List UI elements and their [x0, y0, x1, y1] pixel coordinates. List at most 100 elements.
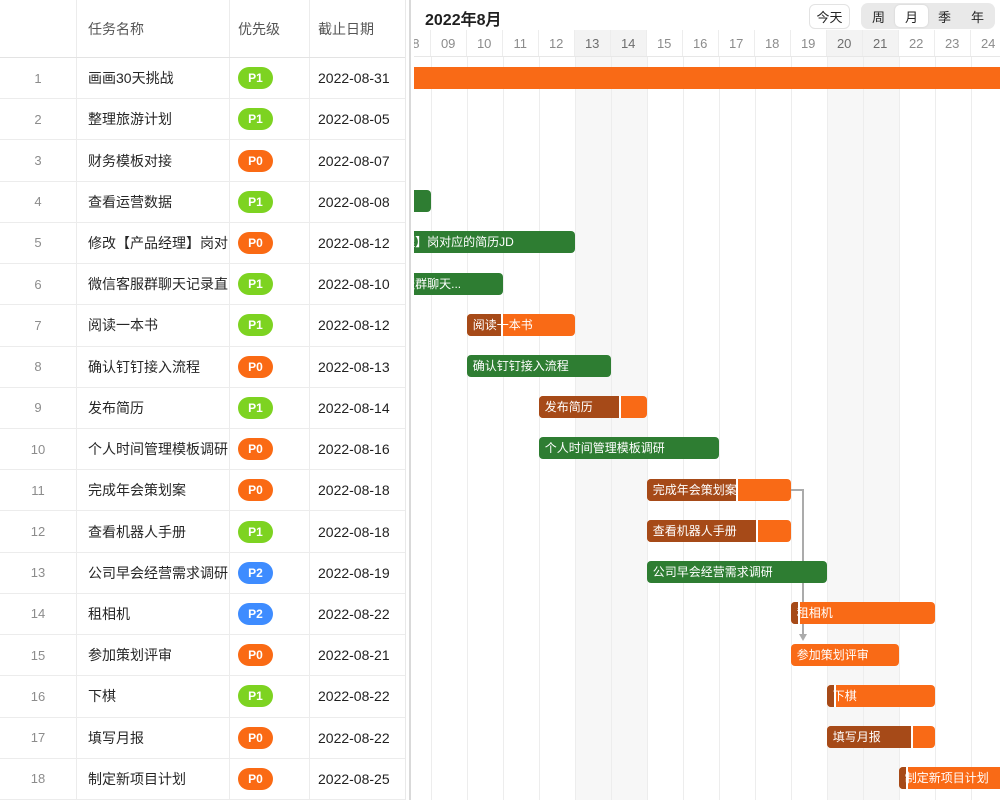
due-date: 2022-08-18: [318, 523, 390, 540]
task-name: 查看机器人手册: [77, 511, 230, 552]
gantt-bar[interactable]: 租相机: [790, 602, 935, 625]
row-number: 18: [0, 758, 77, 799]
gantt-bar[interactable]: 确认钉钉接入流程: [466, 355, 611, 378]
month-title: 2022年8月: [425, 12, 502, 29]
table-row[interactable]: 18 制定新项目计划 P0 2022-08-25: [0, 758, 405, 800]
gantt-bar[interactable]: 查看机器人手册: [646, 519, 791, 542]
day-gridline: [646, 57, 648, 800]
row-number: 4: [0, 181, 77, 222]
day-gridline: [466, 57, 468, 800]
table-row[interactable]: 7 阅读一本书 P1 2022-08-12: [0, 305, 405, 347]
gantt-bar[interactable]: 参加策划评审: [790, 643, 899, 666]
task-name: 整理旅游计划: [77, 99, 230, 140]
bar-label: 租相机: [796, 606, 833, 621]
priority-cell: P0: [230, 470, 310, 511]
bar-label: 查看机器人手册: [652, 523, 737, 538]
table-row[interactable]: 8 确认钉钉接入流程 P0 2022-08-13: [0, 346, 405, 388]
table-row[interactable]: 13 公司早会经营需求调研 P2 2022-08-19: [0, 552, 405, 594]
due-date: 2022-08-22: [318, 605, 390, 622]
table-row[interactable]: 6 微信客服群聊天记录直 P1 2022-08-10: [0, 264, 405, 306]
task-name: 发布简历: [77, 387, 230, 428]
day-header-cell: 08: [414, 30, 431, 56]
priority-cell: P0: [230, 140, 310, 181]
gantt-bar[interactable]: 公司早会经营需求调研: [646, 561, 827, 584]
due-date: 2022-08-07: [318, 152, 390, 169]
priority-cell: P2: [230, 593, 310, 635]
priority-badge: P0: [238, 767, 273, 790]
due-date: 2022-08-12: [318, 317, 390, 334]
gantt-bar[interactable]: 完成年会策划案: [646, 478, 791, 501]
day-header-cell: 24: [971, 30, 1000, 56]
due-date: 2022-08-22: [318, 729, 390, 746]
priority-badge: P0: [238, 149, 273, 172]
task-name: 画画30天挑战: [77, 58, 230, 99]
gantt-bar[interactable]: [414, 66, 1000, 89]
priority-badge: P1: [238, 685, 273, 708]
table-row[interactable]: 15 参加策划评审 P0 2022-08-21: [0, 635, 405, 677]
day-header-cell: 20: [826, 30, 863, 56]
due-date: 2022-08-10: [318, 276, 390, 293]
priority-cell: P1: [230, 387, 310, 428]
row-number: 2: [0, 99, 77, 140]
table-row[interactable]: 3 财务模板对接 P0 2022-08-07: [0, 140, 405, 182]
gantt-bar[interactable]: 个人时间管理模板调研: [538, 437, 719, 460]
due-date: 2022-08-12: [318, 234, 390, 251]
gantt-bar[interactable]: [414, 190, 431, 213]
row-number: 1: [0, 58, 77, 99]
row-number: 12: [0, 511, 77, 552]
day-gridline: [502, 57, 504, 800]
table-row[interactable]: 14 租相机 P2 2022-08-22: [0, 593, 405, 636]
day-header-cell: 22: [899, 30, 935, 56]
panel-divider[interactable]: [409, 0, 411, 800]
table-row[interactable]: 10 个人时间管理模板调研 P0 2022-08-16: [0, 428, 405, 471]
bar-elapsed-segment: [646, 519, 759, 542]
table-row[interactable]: 1 画画30天挑战 P1 2022-08-31: [0, 58, 405, 100]
bar-label: 制定新项目计划: [904, 771, 989, 786]
priority-badge: P1: [238, 190, 273, 213]
table-row[interactable]: 4 查看运营数据 P1 2022-08-08: [0, 181, 405, 223]
table-row[interactable]: 5 修改【产品经理】岗对 P0 2022-08-12: [0, 222, 405, 265]
view-tab-月[interactable]: 月: [895, 5, 928, 27]
priority-cell: P0: [230, 635, 310, 676]
table-row[interactable]: 11 完成年会策划案 P0 2022-08-18: [0, 470, 405, 512]
bar-label: 发布简历: [544, 400, 593, 415]
priority-badge: P0: [238, 438, 273, 461]
task-name: 阅读一本书: [77, 305, 230, 346]
task-name: 微信客服群聊天记录直: [77, 264, 230, 305]
task-name: 个人时间管理模板调研: [77, 428, 230, 470]
today-button[interactable]: 今天: [809, 4, 850, 29]
gantt-bar[interactable]: 发布简历: [538, 396, 647, 419]
day-gridline: [610, 57, 612, 800]
table-row[interactable]: 12 查看机器人手册 P1 2022-08-18: [0, 511, 405, 553]
view-tab-年[interactable]: 年: [970, 9, 984, 25]
view-tab-周[interactable]: 周: [871, 9, 885, 25]
gantt-bar[interactable]: 品经理】岗对应的简历JD: [414, 231, 575, 254]
table-row[interactable]: 17 填写月报 P0 2022-08-22: [0, 717, 405, 759]
day-gridline: [862, 57, 864, 800]
bar-label: 下棋: [832, 688, 857, 703]
gantt-bar[interactable]: 阅读一本书: [466, 313, 575, 336]
day-header-cell: 21: [862, 30, 899, 56]
table-row[interactable]: 16 下棋 P1 2022-08-22: [0, 676, 405, 718]
gantt-bar[interactable]: 下棋: [826, 684, 935, 707]
table-row[interactable]: 2 整理旅游计划 P1 2022-08-05: [0, 99, 405, 141]
day-gridline: [826, 57, 828, 800]
priority-cell: P0: [230, 428, 310, 470]
day-header-cell: 10: [467, 30, 503, 56]
day-gridline: [574, 57, 576, 800]
due-date: 2022-08-19: [318, 564, 390, 581]
gantt-bar[interactable]: 信客服群聊天...: [414, 272, 503, 295]
day-gridline: [790, 57, 792, 800]
gantt-bar[interactable]: 制定新项目计划: [898, 767, 1000, 790]
dependency-connector: [790, 488, 804, 491]
priority-cell: P0: [230, 222, 310, 264]
row-number: 3: [0, 140, 77, 181]
view-tab-季[interactable]: 季: [937, 9, 951, 25]
priority-badge: P0: [238, 231, 273, 254]
bar-elapsed-segment: [790, 602, 800, 625]
due-date: 2022-08-22: [318, 688, 390, 705]
gantt-bar[interactable]: 填写月报: [826, 726, 935, 749]
table-row[interactable]: 9 发布简历 P1 2022-08-14: [0, 387, 405, 429]
bar-label: 填写月报: [832, 730, 881, 745]
